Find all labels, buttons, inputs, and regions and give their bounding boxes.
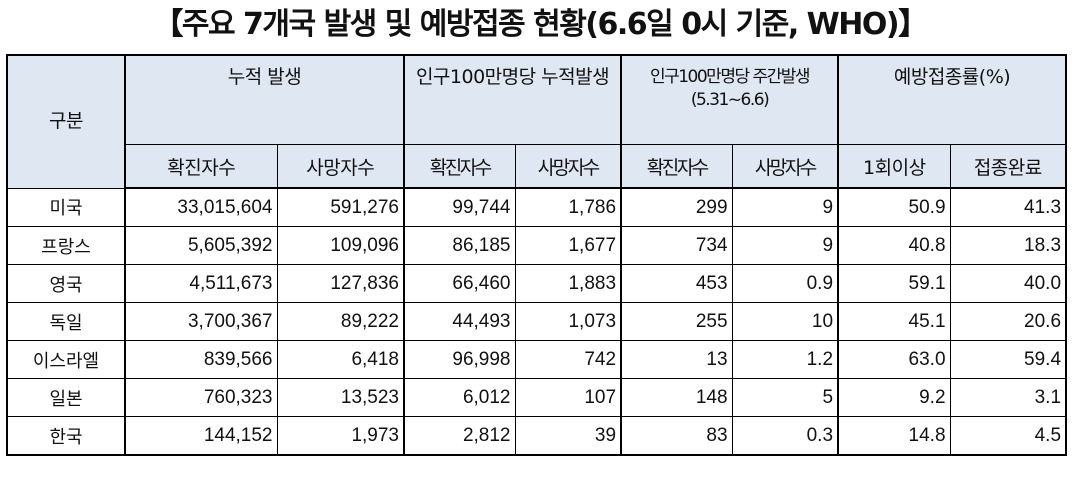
value-cell: 13,523 [276, 378, 405, 417]
country-cell: 영국 [6, 264, 126, 303]
country-cell: 미국 [6, 187, 126, 227]
table-row: 독일 3,700,367 89,222 44,493 1,073 255 10 45.1 20.… [6, 302, 1067, 341]
country-cell: 일본 [6, 378, 126, 417]
value-cell: 109,096 [276, 226, 405, 265]
value-cell: 9 [731, 187, 840, 227]
value-cell: 39 [514, 416, 623, 456]
value-cell: 83 [620, 416, 733, 456]
value-cell: 453 [620, 264, 733, 303]
value-cell: 6,012 [403, 378, 516, 417]
value-cell: 9 [731, 226, 840, 265]
value-cell: 59.4 [949, 340, 1067, 379]
value-cell: 1,677 [514, 226, 623, 265]
value-cell: 50.9 [837, 187, 951, 227]
value-cell: 45.1 [837, 302, 951, 341]
value-cell: 1.2 [731, 340, 840, 379]
country-cell: 한국 [6, 416, 126, 456]
value-cell: 127,836 [276, 264, 405, 303]
value-cell: 10 [731, 302, 840, 341]
value-cell: 40.0 [949, 264, 1067, 303]
header-cumulative: 누적 발생 [124, 54, 405, 145]
subheader-pm-cases: 확진자수 [403, 144, 516, 189]
subheader-cum-cases: 확진자수 [124, 144, 278, 189]
value-cell: 89,222 [276, 302, 405, 341]
header-category: 구분 [6, 54, 126, 189]
value-cell: 1,883 [514, 264, 623, 303]
value-cell: 40.8 [837, 226, 951, 265]
subheader-pm-deaths: 사망자수 [514, 144, 623, 189]
table-row: 영국 4,511,673 127,836 66,460 1,883 453 0.9 59.1 4… [6, 264, 1067, 303]
value-cell: 14.8 [837, 416, 951, 456]
value-cell: 66,460 [403, 264, 516, 303]
header-per-million: 인구100만명당 누적발생 [403, 54, 623, 145]
page-title: 【주요 7개국 발생 및 예방접종 현황(6.6일 0시 기준, WHO)】 [153, 7, 928, 42]
country-cell: 프랑스 [6, 226, 126, 265]
value-cell: 4,511,673 [124, 264, 278, 303]
value-cell: 839,566 [124, 340, 278, 379]
country-cell: 독일 [6, 302, 126, 341]
subheader-cum-deaths: 사망자수 [276, 144, 405, 189]
subheader-wk-deaths: 사망자수 [731, 144, 840, 189]
value-cell: 734 [620, 226, 733, 265]
value-cell: 13 [620, 340, 733, 379]
value-cell: 96,998 [403, 340, 516, 379]
value-cell: 99,744 [403, 187, 516, 227]
value-cell: 255 [620, 302, 733, 341]
value-cell: 86,185 [403, 226, 516, 265]
value-cell: 20.6 [949, 302, 1067, 341]
subheader-vacc-complete: 접종완료 [949, 144, 1067, 189]
value-cell: 5,605,392 [124, 226, 278, 265]
value-cell: 5 [731, 378, 840, 417]
value-cell: 0.3 [731, 416, 840, 456]
value-cell: 760,323 [124, 378, 278, 417]
value-cell: 63.0 [837, 340, 951, 379]
value-cell: 9.2 [837, 378, 951, 417]
value-cell: 107 [514, 378, 623, 417]
value-cell: 41.3 [949, 187, 1067, 227]
table-row: 프랑스 5,605,392 109,096 86,185 1,677 734 9 40.8 18… [6, 226, 1067, 265]
value-cell: 742 [514, 340, 623, 379]
value-cell: 59.1 [837, 264, 951, 303]
value-cell: 1,973 [276, 416, 405, 456]
table-row: 미국 33,015,604 591,276 99,744 1,786 299 9 50.9 41… [6, 187, 1067, 227]
value-cell: 148 [620, 378, 733, 417]
value-cell: 6,418 [276, 340, 405, 379]
subheader-wk-cases: 확진자수 [620, 144, 733, 189]
header-vaccination: 예방접종률(%) [837, 54, 1067, 145]
table-row: 이스라엘 839,566 6,418 96,998 742 13 1.2 63.0 59.4 [6, 340, 1067, 379]
value-cell: 1,073 [514, 302, 623, 341]
country-cell: 이스라엘 [6, 340, 126, 379]
value-cell: 0.9 [731, 264, 840, 303]
value-cell: 33,015,604 [124, 187, 278, 227]
subheader-vacc-one-dose: 1회이상 [837, 144, 951, 189]
value-cell: 1,786 [514, 187, 623, 227]
header-weekly: 인구100만명당 주간발생(5.31~6.6) [620, 54, 840, 145]
value-cell: 44,493 [403, 302, 516, 341]
value-cell: 144,152 [124, 416, 278, 456]
value-cell: 2,812 [403, 416, 516, 456]
value-cell: 299 [620, 187, 733, 227]
value-cell: 3,700,367 [124, 302, 278, 341]
value-cell: 3.1 [949, 378, 1067, 417]
value-cell: 591,276 [276, 187, 405, 227]
value-cell: 4.5 [949, 416, 1067, 456]
table-row: 일본 760,323 13,523 6,012 107 148 5 9.2 3.1 [6, 378, 1067, 417]
value-cell: 18.3 [949, 226, 1067, 265]
covid-stats-table: 구분 누적 발생 인구100만명당 누적발생 인구100만명당 주간발생(5.3… [6, 54, 1068, 456]
table-row: 한국 144,152 1,973 2,812 39 83 0.3 14.8 4.5 [6, 416, 1067, 456]
